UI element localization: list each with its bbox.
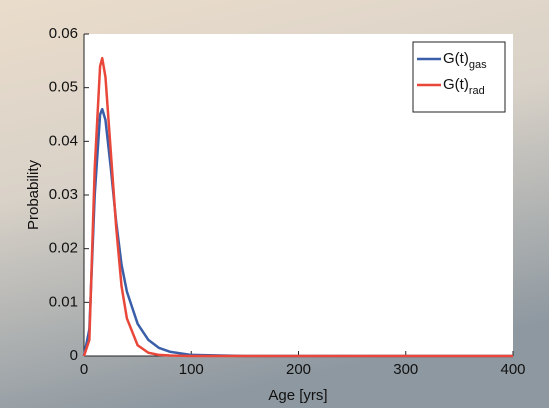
legend-name: G(t)	[443, 50, 469, 67]
legend-label: G(t)rad	[443, 76, 485, 97]
legend-box	[412, 41, 506, 113]
legend-subscript: rad	[469, 85, 485, 97]
legend-subscript: gas	[469, 59, 487, 71]
y-tick-label: 0.02	[49, 240, 78, 257]
y-tick-label: 0.05	[49, 79, 78, 96]
y-tick-label: 0	[70, 347, 78, 364]
y-tick-label: 0.03	[49, 186, 78, 203]
legend-name: G(t)	[443, 76, 469, 93]
y-axis-label: Probability	[25, 159, 42, 230]
x-tick-label: 200	[286, 361, 311, 378]
x-axis-label: Age [yrs]	[268, 387, 327, 404]
x-tick-label: 400	[500, 361, 525, 378]
y-tick-label: 0.01	[49, 293, 78, 310]
y-tick-label: 0.04	[49, 132, 78, 149]
x-tick-label: 0	[80, 361, 88, 378]
x-tick-label: 300	[393, 361, 418, 378]
series-line	[82, 56, 513, 358]
x-tick-label: 100	[179, 361, 204, 378]
y-tick-label: 0.06	[49, 25, 78, 42]
legend-label: G(t)gas	[443, 50, 487, 71]
